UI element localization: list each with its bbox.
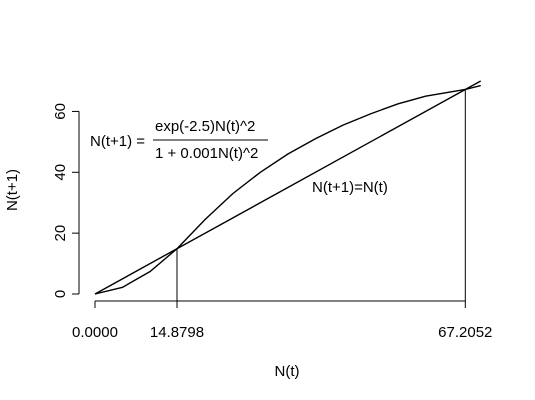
x-tick-label: 67.2052 bbox=[438, 324, 492, 341]
identity-line bbox=[94, 80, 482, 295]
y-axis-label: N(t+1) bbox=[4, 169, 21, 211]
x-axis-label: N(t) bbox=[275, 363, 300, 380]
map-equation-lhs: N(t+1) = bbox=[90, 133, 145, 150]
map-curve-line bbox=[94, 84, 481, 295]
labels: N(t) N(t+1) N(t+1) = exp(-2.5)N(t)^2 1 +… bbox=[4, 118, 388, 380]
map-equation-denominator: 1 + 0.001N(t)^2 bbox=[155, 145, 258, 162]
curves bbox=[94, 80, 482, 301]
axes: 0 20 40 60 0.0000 14.8798 67.2052 bbox=[52, 103, 492, 341]
y-tick-label: 60 bbox=[52, 103, 69, 120]
y-tick-label: 0 bbox=[52, 290, 69, 298]
map-equation-numerator: exp(-2.5)N(t)^2 bbox=[155, 118, 255, 135]
identity-line-label: N(t+1)=N(t) bbox=[312, 179, 388, 196]
y-tick-label: 40 bbox=[52, 164, 69, 181]
y-tick-label: 20 bbox=[52, 225, 69, 242]
x-tick-label: 0.0000 bbox=[72, 324, 118, 341]
x-tick-label: 14.8798 bbox=[150, 324, 204, 341]
